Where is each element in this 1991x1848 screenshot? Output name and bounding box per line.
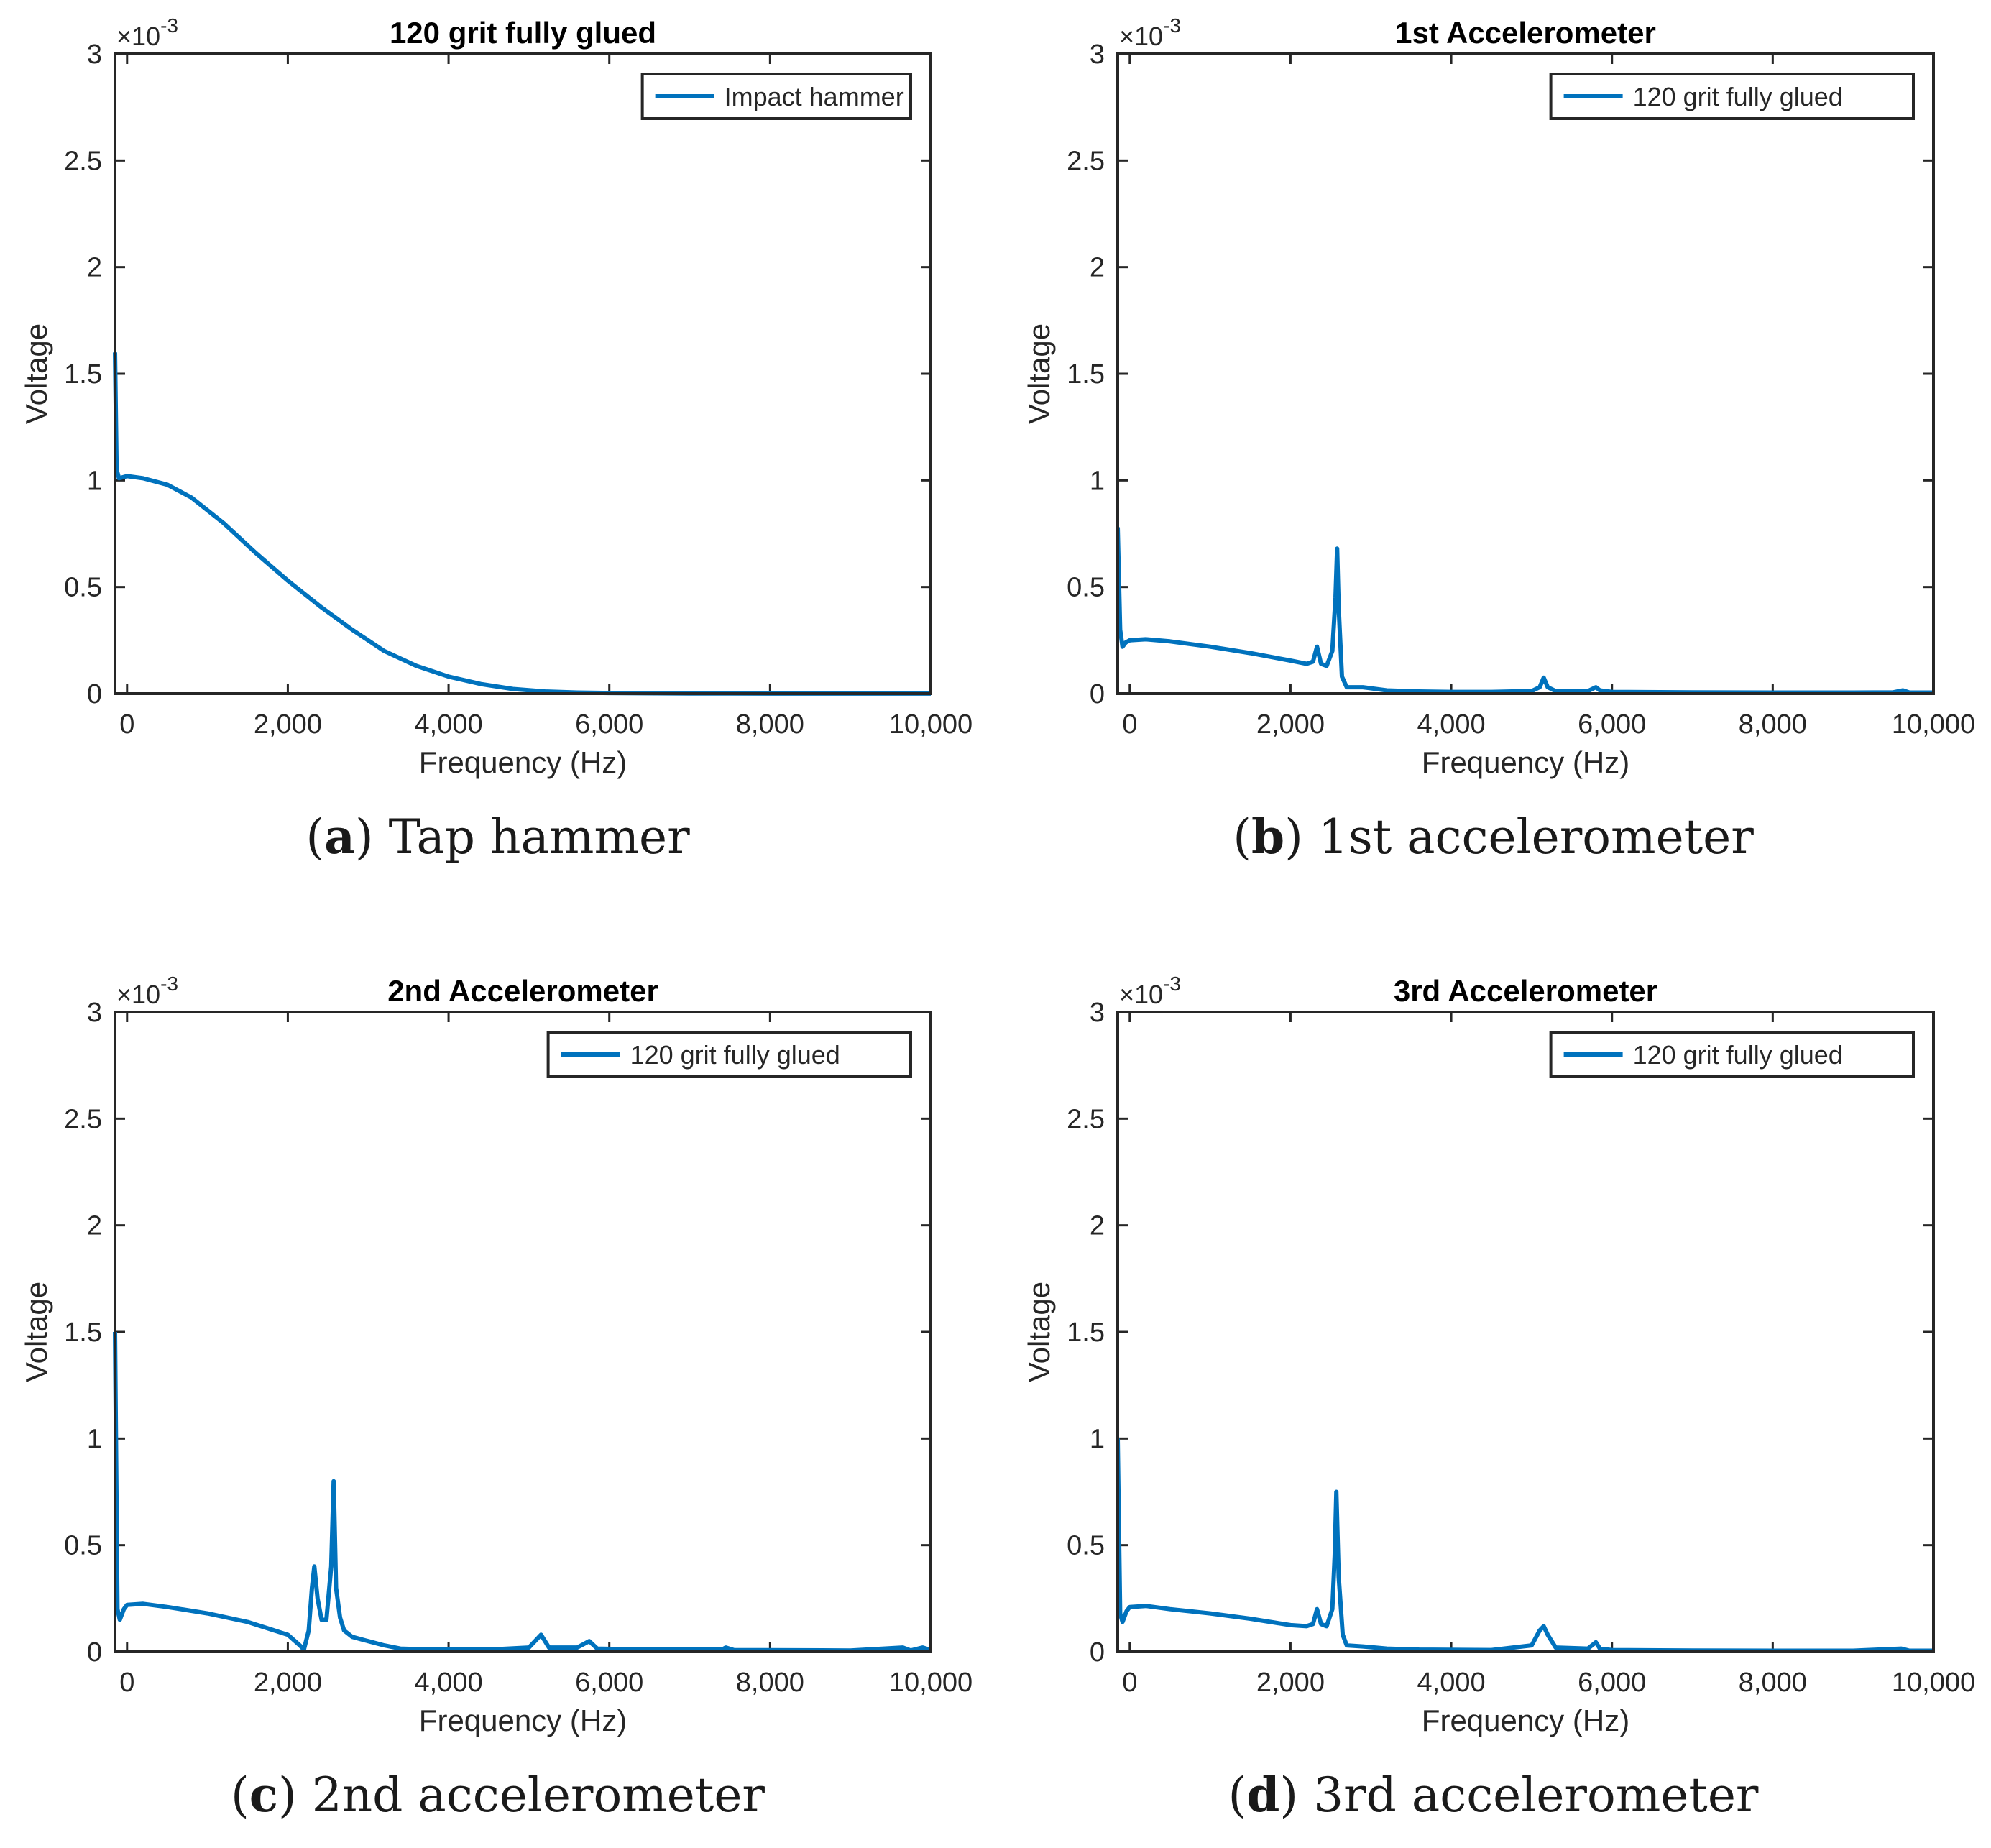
y-tick-label: 0.5 xyxy=(1067,573,1105,603)
y-tick-label: 1.5 xyxy=(64,359,102,390)
legend: 120 grit fully glued xyxy=(1549,73,1916,120)
x-tick-label: 2,000 xyxy=(254,1668,322,1698)
y-tick-label: 1 xyxy=(1090,466,1105,496)
chart-title: 1st Accelerometer xyxy=(1395,16,1656,50)
y-tick-label: 1 xyxy=(87,466,102,496)
caption-d: (d) 3rd accelerometer xyxy=(1228,1767,1759,1823)
exponent-label: ×10-3 xyxy=(1119,14,1181,51)
y-tick-label: 3 xyxy=(1090,40,1105,70)
chart-title: 3rd Accelerometer xyxy=(1394,974,1657,1008)
legend: 120 grit fully glued xyxy=(546,1031,912,1078)
y-tick-label: 0.5 xyxy=(64,573,102,603)
x-axis-label: Frequency (Hz) xyxy=(1422,1704,1629,1737)
y-tick-label: 0 xyxy=(1090,679,1105,709)
y-tick-label: 2.5 xyxy=(1067,1104,1105,1134)
x-axis-label: Frequency (Hz) xyxy=(419,1704,627,1737)
y-tick-label: 2.5 xyxy=(64,146,102,176)
y-tick-label: 2.5 xyxy=(1067,146,1105,176)
exponent-label: ×10-3 xyxy=(1119,973,1181,1009)
axes-box xyxy=(1116,52,1935,695)
y-tick-label: 3 xyxy=(87,40,102,70)
y-axis-label: Voltage xyxy=(19,1282,53,1382)
y-tick-label: 1 xyxy=(87,1424,102,1454)
y-tick-label: 0.5 xyxy=(64,1531,102,1561)
y-tick-label: 2 xyxy=(87,1211,102,1241)
x-tick-label: 8,000 xyxy=(1739,1668,1807,1698)
legend-label: 120 grit fully glued xyxy=(630,1040,840,1070)
axes-box xyxy=(114,1011,932,1653)
axes-box xyxy=(1116,1011,1935,1653)
x-tick-label: 8,000 xyxy=(1739,709,1807,740)
x-tick-label: 0 xyxy=(1122,1668,1137,1698)
chart-c: 0 2,000 4,000 6,000 8,000 10,000 0 0.5 1 1.5 2 2.5 3… xyxy=(19,973,972,1737)
x-tick-label: 0 xyxy=(119,709,134,740)
x-tick-label: 4,000 xyxy=(415,709,483,740)
chart-b: 0 2,000 4,000 6,000 8,000 10,000 0 0.5 1 1.5 2 2.5 3… xyxy=(1022,14,1975,779)
x-tick-label: 2,000 xyxy=(1256,709,1325,740)
y-tick-label: 1 xyxy=(1090,1424,1105,1454)
caption-c: (c) 2nd accelerometer xyxy=(231,1767,765,1823)
legend-label: 120 grit fully glued xyxy=(1633,82,1843,111)
legend-label: Impact hammer xyxy=(725,82,904,111)
y-tick-label: 0 xyxy=(87,1637,102,1668)
x-tick-label: 0 xyxy=(119,1668,134,1698)
x-axis-label: Frequency (Hz) xyxy=(419,745,627,779)
axes-box xyxy=(114,52,932,695)
x-tick-label: 6,000 xyxy=(1578,1668,1646,1698)
y-axis-label: Voltage xyxy=(1022,1282,1056,1382)
x-tick-label: 4,000 xyxy=(1417,709,1486,740)
legend-label: 120 grit fully glued xyxy=(1633,1040,1843,1070)
x-tick-label: 6,000 xyxy=(575,709,643,740)
x-axis-label: Frequency (Hz) xyxy=(1422,745,1629,779)
y-tick-label: 1.5 xyxy=(64,1318,102,1348)
x-tick-label: 0 xyxy=(1122,709,1137,740)
y-tick-label: 1.5 xyxy=(1067,359,1105,390)
series-line xyxy=(1116,1438,1933,1653)
caption-b: (b) 1st accelerometer xyxy=(1233,809,1754,865)
x-tick-label: 6,000 xyxy=(1578,709,1646,740)
series-line xyxy=(113,352,931,696)
y-tick-label: 3 xyxy=(87,998,102,1028)
legend: 120 grit fully glued xyxy=(1549,1031,1916,1078)
series-line xyxy=(113,1331,932,1653)
x-tick-label: 10,000 xyxy=(1892,1668,1975,1698)
x-tick-label: 2,000 xyxy=(1256,1668,1325,1698)
x-tick-label: 6,000 xyxy=(575,1668,643,1698)
y-tick-label: 0.5 xyxy=(1067,1531,1105,1561)
exponent-label: ×10-3 xyxy=(116,973,178,1009)
y-tick-label: 2.5 xyxy=(64,1104,102,1134)
legend-box xyxy=(1549,73,1916,120)
chart-d: 0 2,000 4,000 6,000 8,000 10,000 0 0.5 1 1.5 2 2.5 3… xyxy=(1022,973,1975,1737)
y-axis-label: Voltage xyxy=(1022,323,1056,424)
x-tick-label: 10,000 xyxy=(889,1668,972,1698)
x-tick-label: 10,000 xyxy=(1892,709,1975,740)
y-tick-label: 3 xyxy=(1090,998,1105,1028)
y-tick-label: 1.5 xyxy=(1067,1318,1105,1348)
caption-a: (a) Tap hammer xyxy=(305,809,690,865)
x-tick-label: 2,000 xyxy=(254,709,322,740)
chart-a: 0 2,000 4,000 6,000 8,000 10,000 0 0.5 1 1.5 2 2.5 3… xyxy=(19,14,972,779)
x-tick-label: 8,000 xyxy=(736,1668,804,1698)
chart-title: 120 grit fully glued xyxy=(390,16,656,50)
y-tick-label: 0 xyxy=(87,679,102,709)
y-tick-label: 0 xyxy=(1090,1637,1105,1668)
x-tick-label: 4,000 xyxy=(415,1668,483,1698)
x-tick-label: 10,000 xyxy=(889,709,972,740)
x-tick-label: 8,000 xyxy=(736,709,804,740)
y-tick-label: 2 xyxy=(1090,1211,1105,1241)
x-tick-label: 4,000 xyxy=(1417,1668,1486,1698)
exponent-label: ×10-3 xyxy=(116,14,178,51)
legend: Impact hammer xyxy=(640,73,912,120)
y-axis-label: Voltage xyxy=(19,323,53,424)
series-line xyxy=(1116,527,1933,695)
y-tick-label: 2 xyxy=(1090,253,1105,283)
chart-title: 2nd Accelerometer xyxy=(387,974,658,1008)
y-tick-label: 2 xyxy=(87,253,102,283)
